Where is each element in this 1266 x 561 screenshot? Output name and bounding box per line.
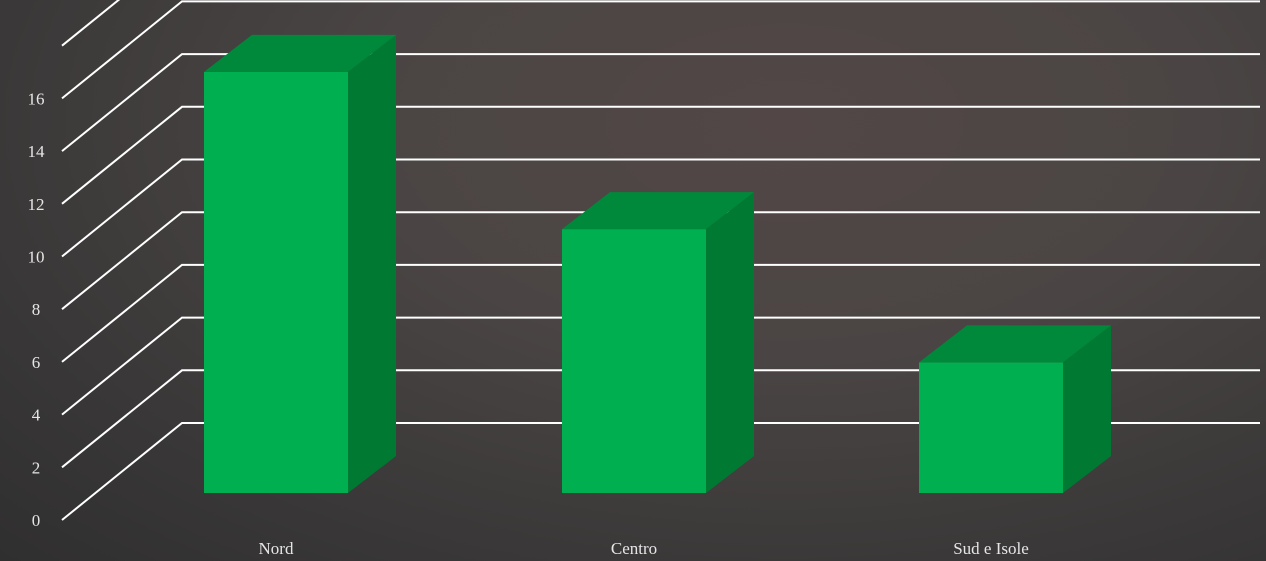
gridline-18	[61, 0, 121, 47]
gridline-2	[61, 369, 1260, 469]
gridline-0	[61, 422, 1260, 521]
x-category-label: Centro	[611, 539, 657, 558]
x-category-label: Nord	[259, 539, 294, 558]
y-axis-ticks: 0 2 4 6 8 10 12 14 16	[28, 89, 46, 530]
gridline-10	[61, 158, 1260, 258]
bar-top	[204, 34, 396, 72]
bar-front	[204, 71, 348, 494]
y-tick-label: 0	[32, 511, 41, 530]
bar-top	[562, 192, 754, 230]
gridlines	[61, 0, 1260, 521]
y-tick-label: 14	[28, 142, 46, 161]
bar-front	[562, 229, 706, 494]
y-tick-label: 16	[28, 89, 45, 108]
x-category-label: Sud e Isole	[953, 539, 1029, 558]
bar-centro	[562, 192, 754, 494]
y-tick-label: 10	[28, 248, 45, 267]
bar-sud-e-isole	[919, 325, 1111, 493]
bar-side	[706, 192, 754, 494]
bar-side	[1063, 325, 1111, 493]
y-tick-label: 2	[32, 458, 41, 477]
gridline-14	[61, 53, 1260, 152]
bars	[204, 34, 1111, 494]
gridline-4	[61, 316, 1260, 416]
bar-nord	[204, 34, 396, 494]
bar-top	[919, 325, 1111, 363]
gridline-6	[61, 263, 1260, 363]
gridline-16	[61, 0, 1260, 100]
x-axis-categories: Nord Centro Sud e Isole	[259, 539, 1029, 558]
bar-front	[919, 362, 1063, 493]
gridline-12	[61, 105, 1260, 205]
y-tick-label: 4	[32, 406, 41, 425]
y-tick-label: 12	[28, 195, 45, 214]
gridline-8	[61, 211, 1260, 310]
bar-side	[348, 34, 396, 494]
y-tick-label: 6	[32, 353, 41, 372]
y-tick-label: 8	[32, 300, 41, 319]
